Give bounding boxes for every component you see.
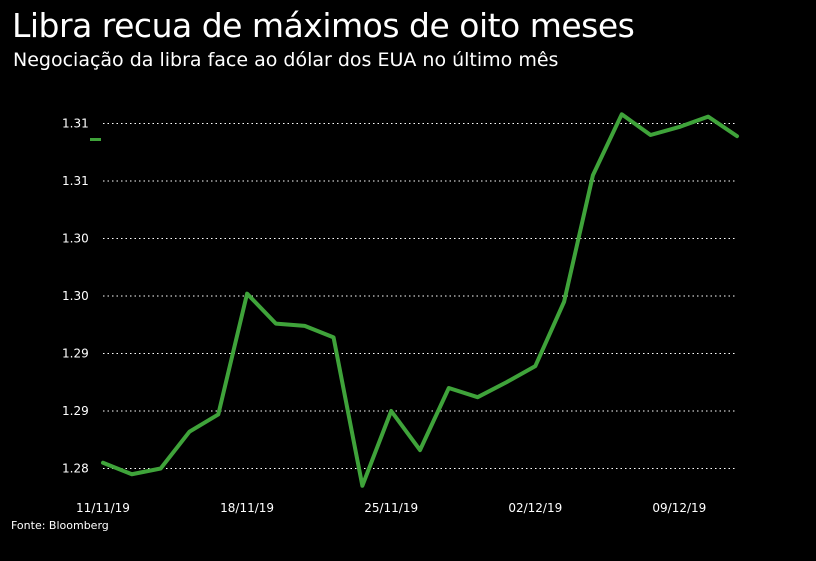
data-point (504, 380, 508, 384)
data-point (303, 324, 307, 328)
data-point (706, 115, 710, 119)
chart-title: Libra recua de máximos de oito meses (12, 6, 635, 45)
y-tick-label: 1.30 (62, 289, 89, 303)
data-point (360, 484, 364, 488)
data-point (389, 409, 393, 413)
grid-lines (103, 123, 737, 469)
data-point (274, 322, 278, 326)
x-tick-label: 02/12/19 (508, 501, 562, 515)
data-point (562, 300, 566, 304)
data-point (677, 125, 681, 129)
y-tick-label: 1.28 (62, 462, 89, 476)
chart-subtitle: Negociação da libra face ao dólar dos EU… (13, 49, 559, 71)
x-tick-label: 18/11/19 (220, 501, 274, 515)
x-tick-label: 25/11/19 (364, 501, 418, 515)
data-point (159, 467, 163, 470)
data-point (533, 364, 537, 368)
y-tick-label: 1.29 (62, 347, 89, 361)
data-point (101, 461, 105, 465)
series-layer (101, 112, 739, 488)
data-point (447, 386, 451, 390)
data-point (476, 395, 480, 399)
series-line (101, 112, 739, 488)
y-axis-ticks: 1.28 1.29 1.29 1.30 1.30 1.31 1.31 (62, 117, 89, 476)
data-point (591, 173, 595, 177)
x-tick-label: 11/11/19 (76, 501, 130, 515)
data-point (735, 134, 739, 138)
data-point (245, 292, 249, 296)
data-point (130, 472, 134, 476)
data-point (620, 112, 624, 116)
source-note: Fonte: Bloomberg (11, 519, 109, 532)
data-point (649, 133, 653, 137)
y-tick-label: 1.31 (62, 174, 89, 188)
data-point (187, 430, 191, 434)
data-point (418, 448, 422, 452)
x-tick-label: 09/12/19 (652, 501, 706, 515)
y-tick-label: 1.30 (62, 232, 89, 246)
data-point (332, 335, 336, 339)
legend-swatch (90, 138, 101, 141)
y-tick-label: 1.29 (62, 404, 89, 418)
x-axis-ticks: 11/11/19 18/11/19 25/11/19 02/12/19 09/12/19 (76, 501, 706, 515)
y-tick-label: 1.31 (62, 117, 89, 131)
data-point (216, 412, 220, 416)
